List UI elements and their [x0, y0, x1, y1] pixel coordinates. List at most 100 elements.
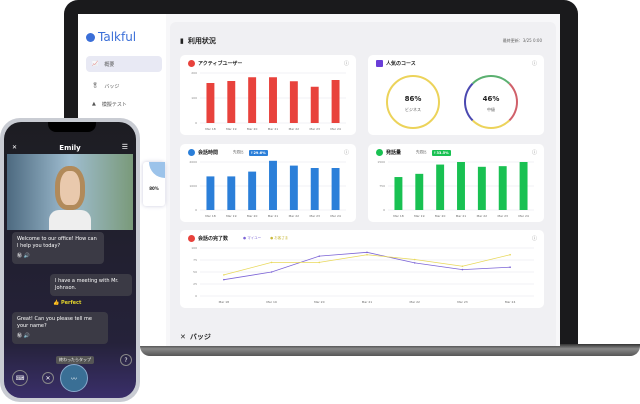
chat-title: Emily	[59, 144, 81, 152]
tap-tip: 終わったらタップ	[56, 356, 94, 364]
avatar-face	[55, 166, 85, 210]
x-tick-label: Mar 22	[409, 300, 420, 304]
help-icon[interactable]: ⓘ	[531, 61, 537, 67]
footsteps-icon	[188, 235, 195, 242]
nav-label: 模擬テスト	[101, 101, 127, 108]
data-point	[366, 253, 368, 256]
bar	[436, 164, 445, 210]
message-text: I have a meeting with Mr. Johnson.	[55, 278, 119, 291]
course-label: ビジネス	[405, 107, 421, 112]
main-panel: ▮ 利用状況 最終更新：3/25 0:00 アクティブユーザー ⓘ 0 100 200…	[170, 22, 556, 346]
card-title: 人気のコース	[386, 61, 416, 67]
badge-icon: ✕	[180, 333, 186, 341]
legend-label: お客さま	[274, 236, 289, 240]
badges-section-title: ✕ バッジ	[180, 332, 211, 342]
x-tick-label: Mar 21	[456, 214, 467, 218]
help-icon[interactable]: ⓘ	[531, 236, 537, 242]
close-icon[interactable]: ✕	[12, 144, 18, 151]
x-tick-label: Mar 19	[226, 127, 237, 131]
hint-button[interactable]: ?	[120, 354, 132, 366]
course-ring: 86% ビジネス	[386, 75, 440, 129]
x-tick-label: Mar 22	[289, 214, 300, 218]
active-users-chart: 0 100 200 Mar 18 Mar 19 Mar 20 Mar 21 Mar 22 Mar…	[191, 71, 346, 131]
clock-icon	[188, 149, 195, 156]
x-tick-label: Mar 18	[205, 214, 216, 218]
message-text: Great! Can you please tell me your name?	[17, 316, 92, 329]
x-tick-label: Mar 20	[314, 300, 325, 304]
x-tick-label: Mar 20	[435, 214, 446, 218]
help-icon[interactable]: ⓘ	[343, 61, 349, 67]
bar	[415, 173, 424, 210]
translate-speaker-icons[interactable]: ㊙ 🔊	[17, 333, 30, 339]
cancel-button[interactable]: ✕	[42, 372, 54, 384]
talk-time-card: 会話時間 先週比 ↑29.6% ⓘ 0 1000 2000 Mar 18 Mar 19 Mar…	[180, 144, 356, 222]
data-point	[461, 265, 464, 268]
x-tick-label: Mar 23	[457, 300, 468, 304]
y-tick-label: 1000	[189, 184, 197, 188]
phone-frame: ✕ Emily ☰ Welcome to our office! How can…	[0, 118, 140, 402]
floating-value: 80%	[149, 186, 159, 191]
x-tick-label: Mar 20	[247, 127, 258, 131]
data-point	[509, 266, 511, 268]
sidebar-item-overview[interactable]: 📈 概要	[86, 56, 162, 72]
sidebar-item-badges[interactable]: 🎖 バッジ	[86, 78, 162, 94]
bar	[248, 77, 257, 123]
x-tick-label: Mar 18	[219, 300, 230, 304]
card-title: 会話の完了数	[198, 236, 229, 242]
x-tick-label: Mar 24	[330, 127, 341, 131]
ai-message: Welcome to our office! How can I help yo…	[12, 232, 104, 264]
x-tick-label: Mar 21	[362, 300, 373, 304]
book-icon	[376, 60, 383, 67]
phone-notch	[48, 122, 96, 132]
y-tick-label: 200	[191, 71, 197, 75]
x-tick-label: Mar 18	[393, 214, 404, 218]
avatar-body	[49, 210, 91, 230]
help-icon[interactable]: ⓘ	[531, 150, 537, 156]
legend-item: ● マイユー	[243, 236, 262, 240]
y-tick-label: 0	[195, 121, 197, 125]
x-tick-label: Mar 19	[226, 214, 237, 218]
x-tick-label: Mar 23	[309, 214, 320, 218]
phone-screen: ✕ Emily ☰ Welcome to our office! How can…	[4, 122, 136, 398]
menu-icon[interactable]: ☰	[121, 143, 128, 151]
course-label: 中級	[487, 107, 495, 112]
x-tick-label: Mar 19	[414, 214, 425, 218]
record-button[interactable]: 〰	[60, 364, 88, 392]
legend-item: ● お客さま	[270, 236, 289, 240]
y-tick-label: 100	[191, 246, 197, 250]
speech-volume-chart: 0 750 1500 Mar 18 Mar 19 Mar 20 Mar 21 Mar 22 Ma…	[377, 160, 534, 218]
user-message: I have a meeting with Mr. Johnson.	[50, 274, 132, 296]
bar	[331, 80, 340, 123]
bar	[289, 165, 298, 210]
ai-message: Great! Can you please tell me your name?…	[12, 312, 108, 344]
data-point	[366, 251, 368, 254]
change-badge: ↑29.6%	[248, 149, 268, 156]
x-tick-label: Mar 22	[477, 214, 488, 218]
message-text: Welcome to our office! How can I help yo…	[17, 236, 97, 249]
bar	[310, 168, 319, 210]
sidebar-item-test[interactable]: ▲ 模擬テスト	[86, 96, 162, 112]
badge-icon: 🎖	[92, 83, 99, 89]
legend-label: マイユー	[247, 236, 262, 240]
data-point	[223, 274, 225, 276]
data-point	[413, 262, 416, 264]
x-tick-label: Mar 24	[505, 300, 516, 304]
data-point	[509, 253, 511, 256]
avatar-scene	[7, 154, 133, 230]
change-badge: ↑33.5%	[431, 149, 451, 156]
bar	[519, 162, 528, 210]
help-icon[interactable]: ⓘ	[343, 150, 349, 156]
fire-icon	[188, 60, 195, 67]
data-point	[461, 268, 464, 271]
x-tick-label: Mar 18	[205, 127, 216, 131]
x-tick-label: Mar 21	[268, 214, 279, 218]
bar	[227, 176, 236, 210]
x-tick-label: Mar 19	[266, 300, 277, 304]
y-tick-label: 1500	[377, 160, 385, 164]
translate-speaker-icons[interactable]: ㊙ 🔊	[17, 253, 30, 259]
y-tick-label: 0	[195, 208, 197, 212]
keyboard-button[interactable]: ⌨	[12, 370, 28, 386]
compare-label: 先週比	[233, 150, 244, 154]
data-point	[270, 261, 273, 264]
card-title: 発話量	[386, 150, 402, 156]
